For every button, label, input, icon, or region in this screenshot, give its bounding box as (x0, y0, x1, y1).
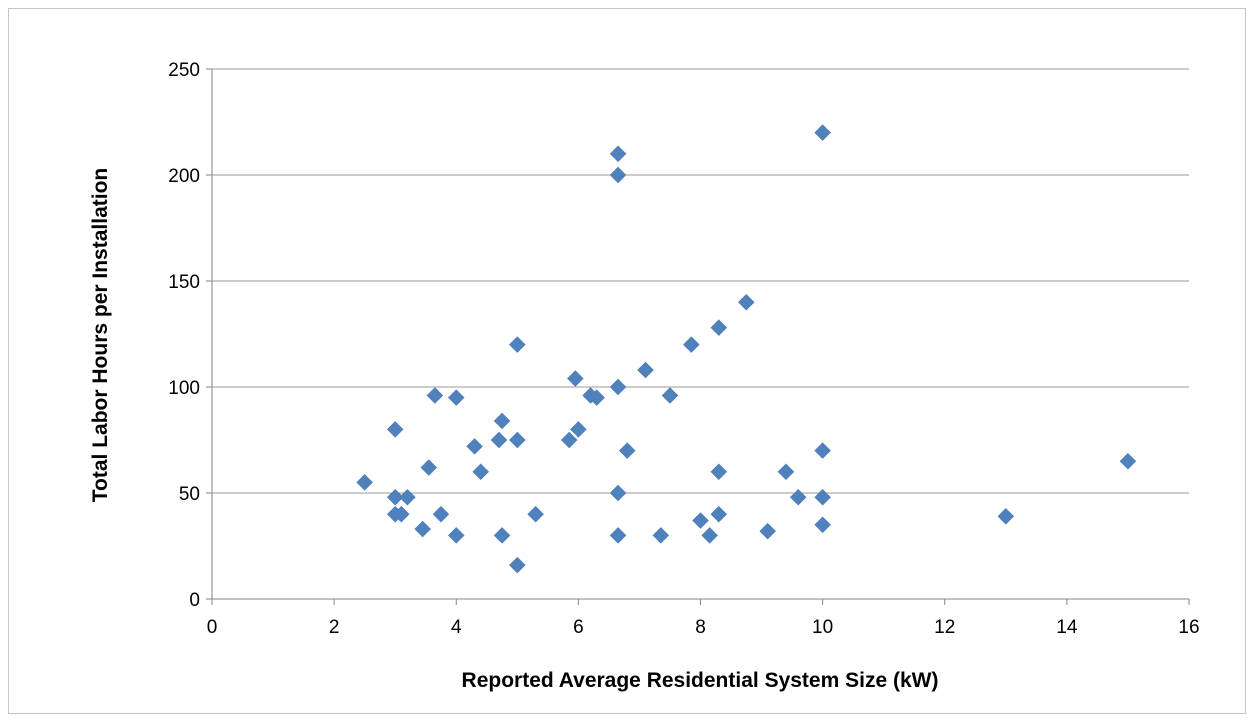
data-point (508, 336, 526, 353)
data-point (609, 166, 627, 184)
data-point (661, 387, 679, 404)
data-point (692, 512, 709, 529)
x-tick-label: 4 (451, 617, 462, 638)
data-point (814, 442, 831, 459)
data-point (609, 145, 627, 163)
x-tick-label: 16 (1178, 617, 1199, 638)
data-point (414, 520, 432, 538)
data-point (814, 124, 831, 141)
data-point (356, 474, 374, 491)
data-point (652, 527, 670, 544)
data-point (814, 516, 831, 534)
data-point (508, 431, 526, 449)
data-point (997, 507, 1015, 525)
data-points (356, 124, 1137, 574)
data-point (560, 431, 578, 449)
data-point (682, 336, 700, 353)
data-point (710, 319, 728, 336)
data-point (392, 505, 410, 523)
data-point (527, 505, 544, 523)
data-point (386, 421, 404, 438)
x-tick-label: 2 (329, 617, 340, 638)
data-point (426, 387, 444, 404)
data-point (490, 431, 508, 449)
data-point (737, 293, 755, 311)
data-point (570, 421, 587, 438)
y-tick-label: 200 (168, 166, 200, 187)
x-tick-label: 12 (934, 617, 955, 638)
data-point (420, 459, 438, 476)
axes (206, 68, 1190, 605)
data-point (1119, 452, 1137, 470)
data-point (466, 438, 483, 455)
data-point (814, 488, 831, 506)
data-point (447, 527, 465, 544)
y-tick-label: 150 (168, 272, 200, 293)
data-point (710, 505, 728, 523)
data-point (493, 527, 511, 544)
data-point (637, 361, 654, 379)
y-tick-label: 50 (179, 484, 200, 505)
x-axis-title: Reported Average Residential System Size… (462, 669, 939, 692)
data-point (609, 484, 627, 502)
data-point (432, 505, 450, 523)
data-point (609, 527, 627, 544)
y-tick-label: 100 (168, 378, 200, 399)
data-point (447, 389, 465, 406)
x-tick-label: 0 (207, 617, 218, 638)
data-point (710, 463, 728, 481)
x-tick-label: 10 (812, 617, 833, 638)
data-point (789, 488, 807, 506)
data-point (618, 442, 636, 459)
data-point (386, 488, 404, 506)
data-point (759, 522, 777, 540)
data-point (493, 412, 511, 430)
chart-frame (8, 8, 1246, 714)
x-tick-label: 6 (573, 617, 584, 638)
data-point (777, 463, 795, 481)
x-tick-label: 8 (695, 617, 706, 638)
data-point (472, 463, 490, 481)
data-point (399, 488, 416, 506)
gridlines (212, 68, 1189, 494)
data-point (508, 556, 526, 574)
x-tick-label: 14 (1056, 617, 1078, 638)
data-point (701, 527, 719, 544)
tick-labels: 0 50 100 150 200 250 0 2 4 6 8 10 12 14 16 (168, 60, 1199, 638)
data-point (566, 370, 584, 387)
data-point (588, 389, 606, 406)
y-tick-label: 250 (168, 60, 200, 81)
y-tick-label: 0 (189, 590, 200, 611)
y-axis-title: Total Labor Hours per Installation (89, 168, 112, 502)
data-point (609, 378, 627, 396)
